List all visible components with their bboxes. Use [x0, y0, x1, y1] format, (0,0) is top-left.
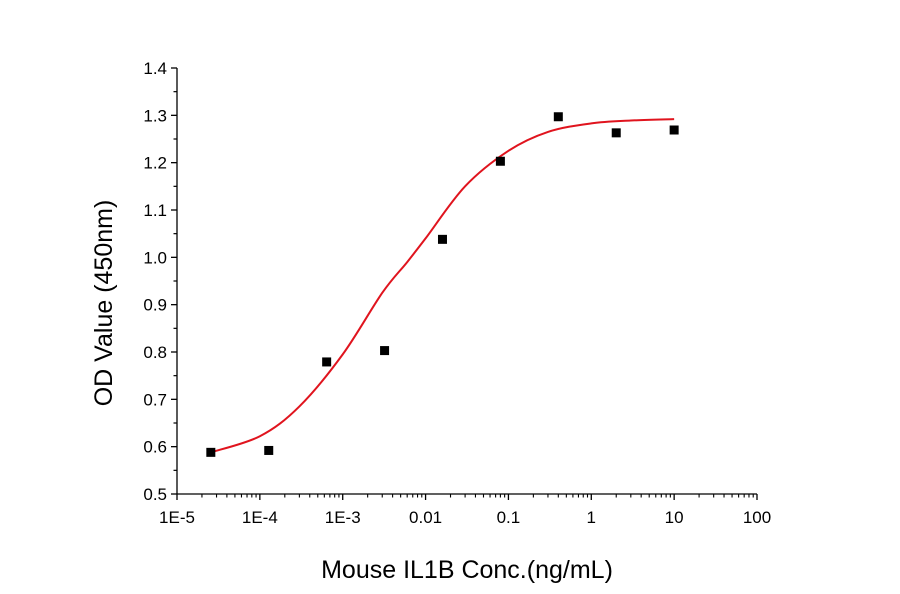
- data-point: [322, 357, 332, 367]
- x-tick-label: 1: [587, 508, 596, 527]
- y-tick-label: 0.5: [143, 485, 167, 504]
- data-point: [611, 128, 621, 138]
- y-tick-label: 0.8: [143, 343, 167, 362]
- fit-curve-layer: [210, 118, 675, 454]
- data-point: [437, 234, 447, 244]
- x-tick-label: 1E-5: [159, 508, 195, 527]
- data-point: [553, 112, 563, 122]
- x-tick-label: 1E-4: [242, 508, 278, 527]
- y-tick-label: 0.6: [143, 438, 167, 457]
- data-point: [669, 125, 679, 135]
- y-tick-label: 1.0: [143, 248, 167, 267]
- data-points-layer: [206, 112, 679, 457]
- x-tick-label: 0.1: [497, 508, 521, 527]
- x-tick-label: 10: [665, 508, 684, 527]
- y-tick-label: 1.1: [143, 201, 167, 220]
- y-tick-label: 1.4: [143, 59, 167, 78]
- data-point: [206, 447, 216, 457]
- y-tick-label: 1.3: [143, 106, 167, 125]
- data-point: [495, 156, 505, 166]
- y-tick-label: 0.7: [143, 390, 167, 409]
- data-point: [264, 445, 274, 455]
- data-point: [380, 346, 390, 356]
- x-axis-title: Mouse IL1B Conc.(ng/mL): [321, 556, 613, 584]
- x-tick-label: 0.01: [409, 508, 442, 527]
- y-axis-title: OD Value (450nm): [90, 200, 118, 407]
- y-tick-label: 0.9: [143, 296, 167, 315]
- axes: 0.5 0.6 0.7 0.8 0.9 1.0 1.1 1.2 1.3 1.4 1E-5 1E-4 1E…: [143, 59, 771, 527]
- x-tick-label: 100: [743, 508, 771, 527]
- fit-curve: [210, 118, 675, 454]
- y-tick-label: 1.2: [143, 154, 167, 173]
- x-tick-label: 1E-3: [325, 508, 361, 527]
